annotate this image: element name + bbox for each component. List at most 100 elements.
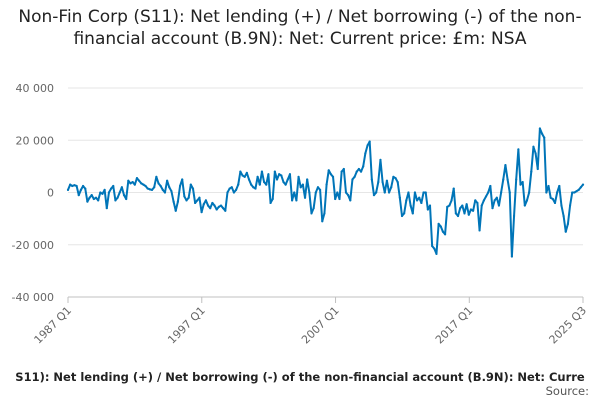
data-point bbox=[407, 191, 410, 194]
data-point bbox=[299, 186, 302, 189]
data-point bbox=[519, 183, 522, 186]
data-point bbox=[241, 174, 244, 177]
data-point bbox=[482, 199, 485, 202]
data-point bbox=[573, 191, 576, 194]
source-label: Source: bbox=[546, 384, 589, 398]
data-point bbox=[446, 205, 449, 208]
data-point bbox=[424, 191, 427, 194]
data-point bbox=[556, 191, 559, 194]
data-point bbox=[351, 178, 354, 181]
data-point bbox=[273, 170, 276, 173]
data-point bbox=[191, 187, 195, 190]
y-tick-label: 0 bbox=[47, 187, 54, 200]
data-point bbox=[420, 201, 423, 205]
data-point bbox=[209, 207, 212, 210]
data-point bbox=[409, 204, 412, 207]
data-point bbox=[120, 186, 123, 189]
data-point bbox=[528, 191, 531, 194]
data-point bbox=[168, 186, 171, 189]
data-point bbox=[159, 184, 162, 188]
data-point bbox=[71, 184, 74, 188]
data-point bbox=[254, 187, 257, 190]
data-point bbox=[403, 212, 406, 215]
data-point bbox=[310, 212, 313, 215]
data-point bbox=[469, 208, 473, 211]
data-point bbox=[502, 178, 505, 181]
data-point bbox=[245, 171, 248, 175]
data-point bbox=[510, 255, 513, 258]
data-point bbox=[316, 186, 320, 189]
data-point bbox=[301, 183, 304, 186]
data-point bbox=[213, 204, 216, 207]
data-point bbox=[558, 184, 561, 188]
data-point bbox=[142, 183, 145, 186]
data-point bbox=[291, 199, 294, 202]
data-point bbox=[394, 177, 397, 180]
data-point bbox=[472, 209, 475, 212]
data-point bbox=[260, 170, 264, 173]
data-point bbox=[131, 180, 134, 184]
y-tick-label: -40 000 bbox=[12, 291, 54, 304]
data-point bbox=[135, 177, 139, 180]
data-point bbox=[118, 191, 121, 194]
data-point bbox=[150, 188, 154, 191]
data-point bbox=[133, 183, 136, 186]
data-point bbox=[303, 196, 307, 199]
data-point bbox=[553, 201, 557, 205]
data-point bbox=[487, 191, 490, 194]
data-point bbox=[571, 191, 574, 194]
data-point bbox=[308, 191, 311, 194]
data-point bbox=[405, 199, 408, 202]
data-point bbox=[258, 183, 261, 186]
data-point bbox=[314, 191, 317, 194]
data-point bbox=[155, 175, 158, 178]
data-point bbox=[525, 199, 529, 202]
data-point bbox=[99, 191, 102, 194]
data-point bbox=[265, 183, 268, 186]
data-point bbox=[549, 196, 552, 199]
data-point bbox=[234, 188, 238, 191]
data-point bbox=[284, 183, 287, 186]
data-point bbox=[418, 196, 421, 199]
data-point bbox=[568, 204, 572, 207]
data-point bbox=[88, 196, 91, 199]
data-point bbox=[372, 194, 376, 197]
data-point bbox=[107, 191, 111, 194]
data-point bbox=[174, 209, 177, 212]
data-point bbox=[194, 201, 197, 205]
y-tick-label: -20 000 bbox=[12, 239, 54, 252]
data-point bbox=[211, 201, 214, 205]
data-point bbox=[532, 145, 535, 148]
data-point bbox=[375, 191, 378, 194]
data-point bbox=[379, 158, 382, 161]
y-tick-label: 20 000 bbox=[16, 134, 55, 147]
data-point bbox=[366, 144, 369, 147]
data-point bbox=[448, 204, 451, 207]
data-point bbox=[222, 207, 225, 210]
data-point bbox=[73, 184, 76, 187]
data-point bbox=[189, 183, 192, 186]
data-point bbox=[517, 148, 520, 151]
data-point bbox=[359, 170, 363, 173]
data-point bbox=[66, 188, 70, 191]
data-point bbox=[463, 212, 466, 215]
data-point bbox=[512, 214, 516, 218]
data-point bbox=[493, 199, 496, 202]
data-point bbox=[77, 194, 80, 197]
data-point bbox=[368, 140, 371, 143]
data-point bbox=[329, 173, 332, 176]
data-point bbox=[295, 199, 298, 202]
data-point bbox=[206, 204, 210, 207]
data-point bbox=[181, 178, 184, 181]
data-point bbox=[112, 184, 115, 188]
data-point bbox=[146, 187, 149, 190]
data-point bbox=[441, 230, 445, 233]
data-point bbox=[271, 197, 274, 201]
data-point bbox=[176, 200, 179, 203]
data-point bbox=[459, 207, 462, 210]
data-point bbox=[353, 175, 356, 178]
data-point bbox=[396, 180, 399, 184]
data-point bbox=[148, 188, 151, 191]
data-point bbox=[230, 186, 233, 189]
data-point bbox=[383, 191, 386, 194]
